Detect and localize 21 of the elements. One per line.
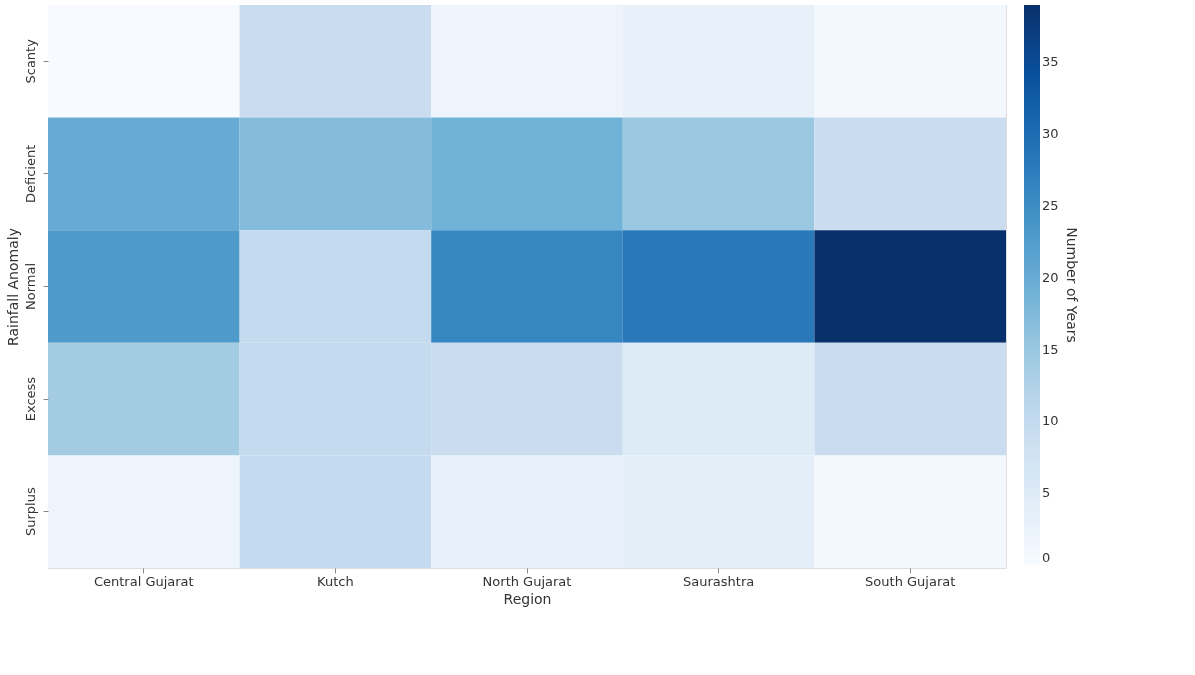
color-bar-label: 25 [1042,198,1059,214]
color-bar-label: 5 [1042,485,1051,501]
color-bar-label: 15 [1042,341,1059,357]
x-tick-label: Kutch [317,573,354,589]
y-tick-label: Excess [22,376,38,422]
y-tick-label: Deficient [22,144,38,204]
y-tick-label: Surplus [22,487,38,537]
color-bar-label: 10 [1042,413,1059,429]
color-bar-label: 35 [1042,54,1059,70]
color-bar-label: 20 [1042,269,1059,285]
x-tick-label: Saurashtra [683,573,755,589]
x-axis-title: Region [503,590,552,607]
color-bar-label: 30 [1042,126,1059,142]
color-bar-title: Number of Years [1064,227,1080,343]
y-tick-label: Scanty [22,38,38,84]
color-bar-label: 0 [1042,550,1051,565]
x-tick-label: Central Gujarat [93,573,194,589]
x-tick-label: North Gujarat [482,573,572,589]
y-axis-title: Rainfall Anomaly [4,228,21,346]
y-tick-label: Normal [22,262,38,311]
x-tick-label: South Gujarat [865,573,956,589]
